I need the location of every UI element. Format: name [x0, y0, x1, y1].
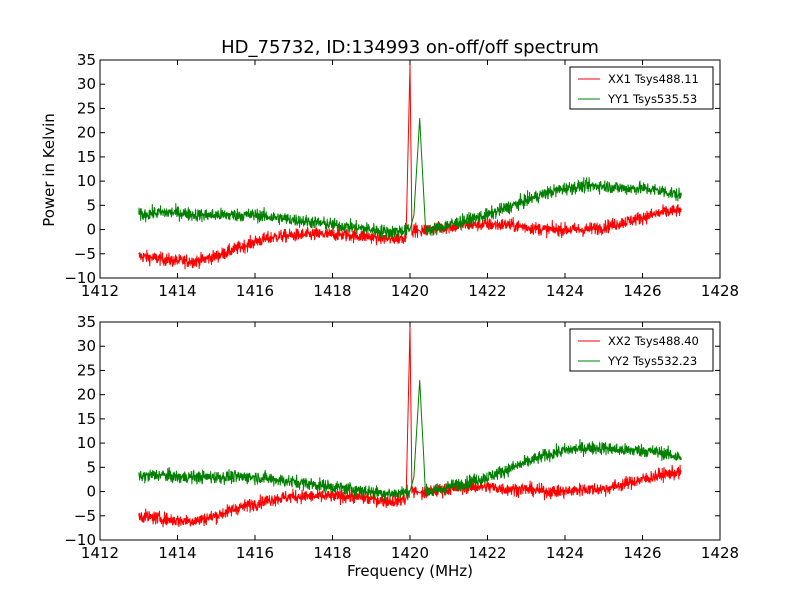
x-tick-label: 1416 — [236, 544, 274, 562]
y-tick-label: 25 — [77, 361, 96, 379]
series-line-xx — [138, 64, 682, 270]
y-tick-label: −10 — [64, 531, 96, 549]
legend-label: XX2 Tsys488.40 — [608, 334, 699, 348]
y-tick-label: 10 — [77, 434, 96, 452]
x-tick-label: 1428 — [701, 544, 739, 562]
y-tick-label: 5 — [86, 196, 96, 214]
x-tick-label: 1424 — [546, 544, 584, 562]
bottom-spectrum-panel: 1412 1414 1416 1418 1420 1422 1424 1426 1428 −10 −… — [64, 313, 739, 562]
x-tick-label: 1422 — [468, 282, 506, 300]
y-tick-label: 10 — [77, 172, 96, 190]
series-line-yy — [138, 118, 682, 239]
y-tick-label: 15 — [77, 410, 96, 428]
x-tick-label: 1420 — [391, 282, 429, 300]
figure-title: HD_75732, ID:134993 on-off/off spectrum — [221, 37, 599, 58]
legend: XX1 Tsys488.11 YY1 Tsys535.53 — [569, 66, 714, 110]
top-spectrum-panel: 1412 1414 1416 1418 1420 1422 1424 1426 1428 −10 −… — [64, 51, 739, 300]
y-tick-label: −5 — [74, 245, 96, 263]
y-tick-label: 20 — [77, 124, 96, 142]
y-tick-label: −5 — [74, 507, 96, 525]
y-tick-label: 0 — [86, 483, 96, 501]
x-tick-label: 1424 — [546, 282, 584, 300]
x-tick-label: 1426 — [623, 282, 661, 300]
x-axis-label: Frequency (MHz) — [347, 562, 473, 580]
y-tick-label: 30 — [77, 75, 96, 93]
y-tick-label: 15 — [77, 148, 96, 166]
legend: XX2 Tsys488.40 YY2 Tsys532.23 — [569, 328, 714, 372]
series-line-yy — [138, 380, 682, 501]
x-tick-label: 1422 — [468, 544, 506, 562]
y-tick-label: 20 — [77, 386, 96, 404]
x-tick-label: 1418 — [313, 282, 351, 300]
y-axis-label: Power in Kelvin — [40, 113, 58, 227]
x-tick-label: 1418 — [313, 544, 351, 562]
y-tick-label: 5 — [86, 458, 96, 476]
series-line-xx — [138, 326, 682, 528]
x-tick-label: 1428 — [701, 282, 739, 300]
x-tick-label: 1420 — [391, 544, 429, 562]
legend-label: YY2 Tsys532.23 — [607, 354, 697, 368]
y-tick-label: 25 — [77, 99, 96, 117]
y-tick-label: 0 — [86, 221, 96, 239]
x-tick-label: 1414 — [158, 282, 196, 300]
x-tick-label: 1426 — [623, 544, 661, 562]
x-tick-label: 1416 — [236, 282, 274, 300]
legend-label: XX1 Tsys488.11 — [608, 72, 699, 86]
y-tick-label: 30 — [77, 337, 96, 355]
y-tick-label: 35 — [77, 51, 96, 69]
y-tick-label: −10 — [64, 269, 96, 287]
x-tick-label: 1412 — [81, 282, 119, 300]
x-tick-label: 1412 — [81, 544, 119, 562]
legend-label: YY1 Tsys535.53 — [607, 92, 697, 106]
y-tick-label: 35 — [77, 313, 96, 331]
x-tick-label: 1414 — [158, 544, 196, 562]
